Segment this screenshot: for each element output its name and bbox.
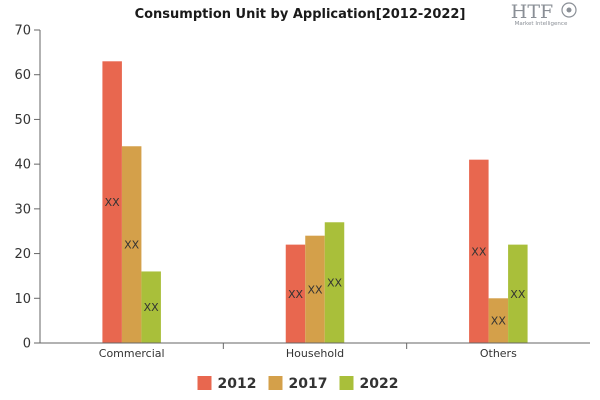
- legend: 2012 2017 2022: [197, 376, 399, 392]
- bar-data-label: XX: [288, 288, 304, 301]
- bar-2017-others: [488, 298, 509, 343]
- y-tick-label: 40: [14, 158, 31, 173]
- y-tick-label: 60: [14, 68, 31, 83]
- bar-2017-household: [305, 235, 325, 343]
- bar-2012-household: [285, 244, 306, 343]
- legend-label: 2012: [218, 376, 257, 392]
- legend-item-2012[interactable]: 2012: [197, 376, 257, 392]
- bar-2012-commercial: [102, 61, 122, 344]
- logo-globe-icon: [561, 2, 577, 18]
- htf-logo: HTF Market Intelligence: [511, 1, 577, 27]
- bar-2022-household: [324, 222, 345, 343]
- legend-swatch: [339, 376, 354, 390]
- bar-data-label: XX: [144, 301, 160, 314]
- x-category-label: Others: [480, 347, 517, 360]
- legend-label: 2022: [360, 376, 399, 392]
- bar-data-label: XX: [105, 196, 121, 209]
- legend-label: 2017: [289, 376, 328, 392]
- legend-item-2017[interactable]: 2017: [268, 376, 328, 392]
- y-tick-label: 70: [14, 24, 31, 39]
- y-tick-label: 0: [23, 337, 31, 352]
- bar-2022-commercial: [141, 271, 161, 343]
- bar-data-label: XX: [124, 239, 140, 252]
- x-category-label: Household: [286, 347, 344, 360]
- bar-2022-others: [508, 244, 528, 343]
- x-category-label: Commercial: [99, 347, 165, 360]
- bar-2017-commercial: [121, 146, 142, 343]
- legend-item-2022[interactable]: 2022: [339, 376, 399, 392]
- y-tick-label: 20: [14, 247, 31, 262]
- logo-globe-dot-icon: [566, 7, 572, 13]
- bar-data-label: XX: [307, 283, 323, 296]
- y-tick-label: 30: [14, 202, 31, 217]
- x-axis: Commercial Household Others: [40, 342, 590, 360]
- chart-title: Consumption Unit by Application[2012-202…: [135, 7, 466, 22]
- y-tick-label: 10: [14, 292, 31, 307]
- y-axis: 0 10 20 30 40 50 60 70: [14, 24, 41, 352]
- bar-data-label: XX: [510, 288, 526, 301]
- bar-data-label: XX: [491, 315, 507, 328]
- logo-text: HTF: [511, 1, 553, 23]
- legend-swatch: [268, 376, 283, 390]
- bar-2012-others: [469, 159, 489, 343]
- logo-tagline: Market Intelligence: [515, 21, 568, 27]
- y-tick-label: 50: [14, 113, 31, 128]
- bar-data-label: XX: [327, 277, 343, 290]
- legend-swatch: [197, 376, 212, 390]
- bar-data-label: XX: [471, 245, 487, 258]
